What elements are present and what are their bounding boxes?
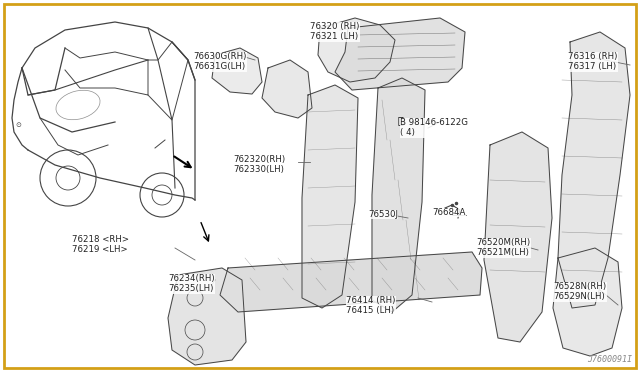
Text: 76684A: 76684A [432,208,465,217]
Polygon shape [553,248,622,356]
Text: 76520M(RH)
76521M(LH): 76520M(RH) 76521M(LH) [476,238,530,257]
Text: 76530J: 76530J [368,210,398,219]
Text: Ⓑ: Ⓑ [397,115,403,125]
Text: 762320(RH)
762330(LH): 762320(RH) 762330(LH) [233,155,285,174]
Polygon shape [318,18,395,82]
Text: ⊙: ⊙ [15,122,21,128]
Text: B 98146-6122G
( 4): B 98146-6122G ( 4) [400,118,468,137]
Polygon shape [220,252,482,312]
Text: 76630G(RH)
76631G(LH): 76630G(RH) 76631G(LH) [193,52,246,71]
Text: 76320 (RH)
76321 (LH): 76320 (RH) 76321 (LH) [310,22,360,41]
Text: 76218 <RH>
76219 <LH>: 76218 <RH> 76219 <LH> [72,235,129,254]
Polygon shape [335,18,465,90]
Text: 76234(RH)
76235(LH): 76234(RH) 76235(LH) [168,274,214,294]
Text: 76414 (RH)
76415 (LH): 76414 (RH) 76415 (LH) [346,296,396,315]
Text: J7600091I: J7600091I [587,355,632,364]
Text: 76528N(RH)
76529N(LH): 76528N(RH) 76529N(LH) [553,282,606,301]
Polygon shape [262,60,312,118]
Polygon shape [372,78,425,312]
Text: 76316 (RH)
76317 (LH): 76316 (RH) 76317 (LH) [568,52,618,71]
Polygon shape [484,132,552,342]
Polygon shape [558,32,630,308]
Polygon shape [168,268,246,365]
Polygon shape [302,85,358,308]
Polygon shape [212,48,262,94]
